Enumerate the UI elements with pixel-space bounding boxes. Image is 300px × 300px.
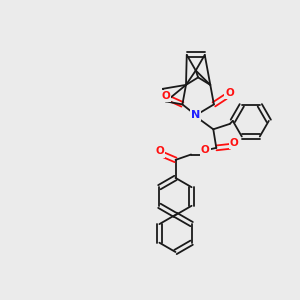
Text: O: O xyxy=(230,138,239,148)
Text: N: N xyxy=(191,110,200,120)
Text: O: O xyxy=(155,146,164,157)
Text: O: O xyxy=(201,145,210,155)
Text: O: O xyxy=(225,88,234,98)
Text: O: O xyxy=(161,91,170,101)
